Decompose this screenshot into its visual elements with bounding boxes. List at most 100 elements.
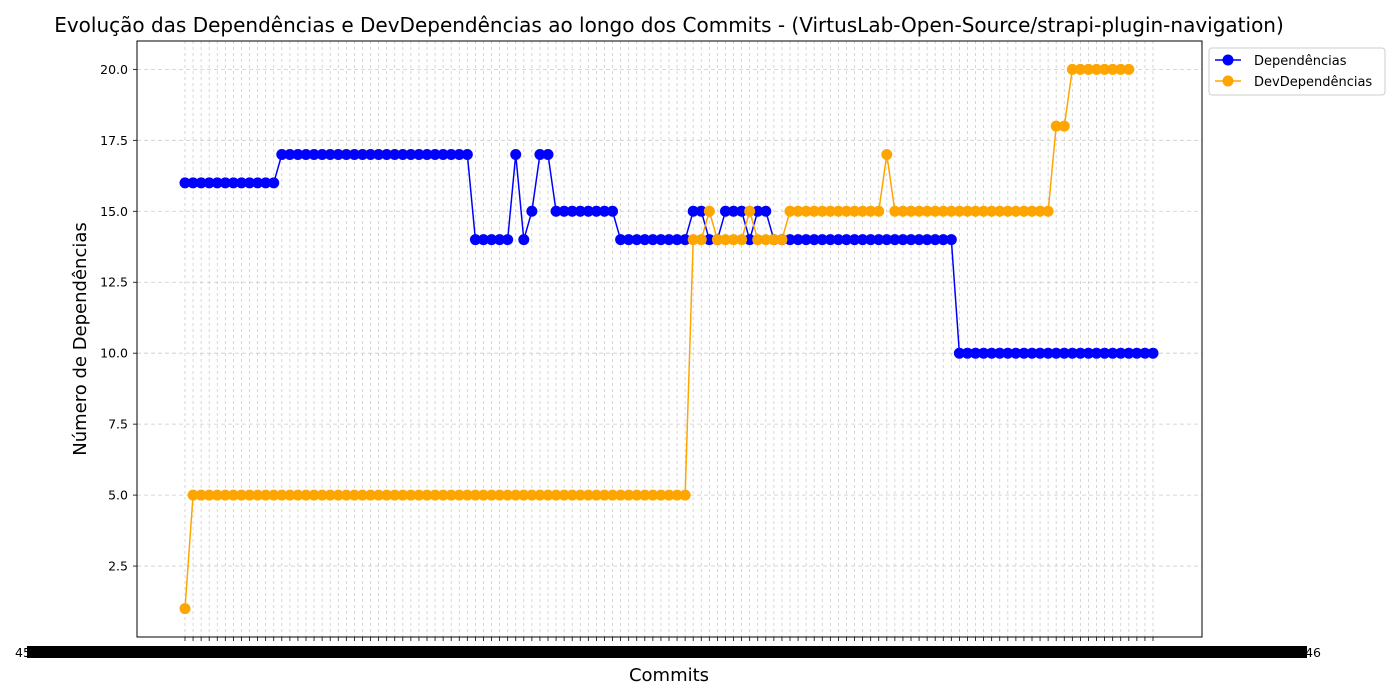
data-point-series-0 xyxy=(381,149,393,161)
data-point-series-1 xyxy=(445,489,457,501)
legend-marker-devdependencias xyxy=(1222,75,1234,87)
data-point-series-0 xyxy=(421,149,433,161)
data-point-series-1 xyxy=(542,489,554,501)
data-point-series-0 xyxy=(477,234,489,246)
data-point-series-0 xyxy=(994,347,1006,359)
data-point-series-0 xyxy=(945,234,957,246)
y-tick-label: 7.5 xyxy=(108,417,128,432)
series-line-1 xyxy=(184,68,1129,609)
data-point-series-1 xyxy=(1099,63,1111,75)
data-point-series-0 xyxy=(461,149,473,161)
data-point-series-0 xyxy=(445,149,457,161)
data-point-series-1 xyxy=(292,489,304,501)
data-point-series-1 xyxy=(1074,63,1086,75)
data-point-series-1 xyxy=(1082,63,1094,75)
data-point-series-1 xyxy=(437,489,449,501)
data-point-series-0 xyxy=(671,234,683,246)
data-point-series-0 xyxy=(865,234,877,246)
data-point-series-0 xyxy=(1123,347,1135,359)
data-point-series-1 xyxy=(639,489,651,501)
data-point-series-0 xyxy=(905,234,917,246)
data-point-series-1 xyxy=(921,205,933,217)
data-point-series-1 xyxy=(1018,205,1030,217)
data-point-series-0 xyxy=(824,234,836,246)
y-tick-label: 2.5 xyxy=(108,559,128,574)
data-point-series-1 xyxy=(631,489,643,501)
data-point-series-0 xyxy=(211,177,223,189)
data-point-series-0 xyxy=(857,234,869,246)
data-point-series-1 xyxy=(356,489,368,501)
data-point-series-1 xyxy=(752,234,764,246)
data-point-series-1 xyxy=(857,205,869,217)
data-point-series-1 xyxy=(736,234,748,246)
data-point-series-1 xyxy=(550,489,562,501)
data-point-series-0 xyxy=(316,149,328,161)
data-point-series-0 xyxy=(687,205,699,217)
data-point-series-0 xyxy=(558,205,570,217)
data-point-series-0 xyxy=(921,234,933,246)
data-point-series-1 xyxy=(252,489,264,501)
data-point-series-0 xyxy=(623,234,635,246)
y-tick-label: 5.0 xyxy=(108,488,128,503)
data-point-series-1 xyxy=(373,489,385,501)
data-point-series-0 xyxy=(518,234,530,246)
data-point-series-1 xyxy=(477,489,489,501)
data-point-series-0 xyxy=(1139,347,1151,359)
data-point-series-0 xyxy=(389,149,401,161)
data-point-series-0 xyxy=(534,149,546,161)
data-point-series-1 xyxy=(566,489,578,501)
data-point-series-1 xyxy=(663,489,675,501)
data-point-series-0 xyxy=(1074,347,1086,359)
data-point-series-1 xyxy=(421,489,433,501)
data-point-series-1 xyxy=(558,489,570,501)
data-point-series-1 xyxy=(994,205,1006,217)
data-point-series-1 xyxy=(244,489,256,501)
data-point-series-0 xyxy=(332,149,344,161)
data-point-series-0 xyxy=(881,234,893,246)
series-layer xyxy=(179,63,1159,615)
data-point-series-1 xyxy=(276,489,288,501)
data-point-series-0 xyxy=(752,205,764,217)
data-point-series-0 xyxy=(647,234,659,246)
data-point-series-0 xyxy=(235,177,247,189)
data-point-series-1 xyxy=(840,205,852,217)
data-point-series-0 xyxy=(429,149,441,161)
data-point-series-1 xyxy=(978,205,990,217)
data-point-series-0 xyxy=(760,205,772,217)
data-point-series-0 xyxy=(978,347,990,359)
data-point-series-0 xyxy=(784,234,796,246)
data-point-series-1 xyxy=(365,489,377,501)
data-point-series-1 xyxy=(719,234,731,246)
data-point-series-1 xyxy=(913,205,925,217)
data-point-series-1 xyxy=(768,234,780,246)
legend-box xyxy=(1208,47,1386,96)
data-point-series-1 xyxy=(961,205,973,217)
data-point-series-1 xyxy=(865,205,877,217)
data-point-series-0 xyxy=(324,149,336,161)
data-point-series-1 xyxy=(397,489,409,501)
x-tick-label-first: 4528e42b xyxy=(15,645,78,660)
data-point-series-0 xyxy=(268,177,280,189)
y-axis-ticks: 2.5 5.0 7.5 10.0 12.5 15.0 17.5 20.0 xyxy=(100,62,137,574)
data-point-series-1 xyxy=(824,205,836,217)
data-point-series-0 xyxy=(486,234,498,246)
data-point-series-1 xyxy=(284,489,296,501)
data-point-series-1 xyxy=(348,489,360,501)
data-point-series-0 xyxy=(566,205,578,217)
data-point-series-0 xyxy=(1010,347,1022,359)
data-point-series-0 xyxy=(582,205,594,217)
data-point-series-1 xyxy=(534,489,546,501)
data-point-series-1 xyxy=(873,205,885,217)
data-point-series-1 xyxy=(469,489,481,501)
data-point-series-0 xyxy=(953,347,965,359)
data-point-series-1 xyxy=(187,489,199,501)
data-point-series-0 xyxy=(1042,347,1054,359)
data-point-series-0 xyxy=(639,234,651,246)
data-point-series-1 xyxy=(405,489,417,501)
data-point-series-0 xyxy=(284,149,296,161)
data-point-series-0 xyxy=(526,205,538,217)
data-point-series-0 xyxy=(219,177,231,189)
data-point-series-1 xyxy=(219,489,231,501)
data-point-series-1 xyxy=(510,489,522,501)
